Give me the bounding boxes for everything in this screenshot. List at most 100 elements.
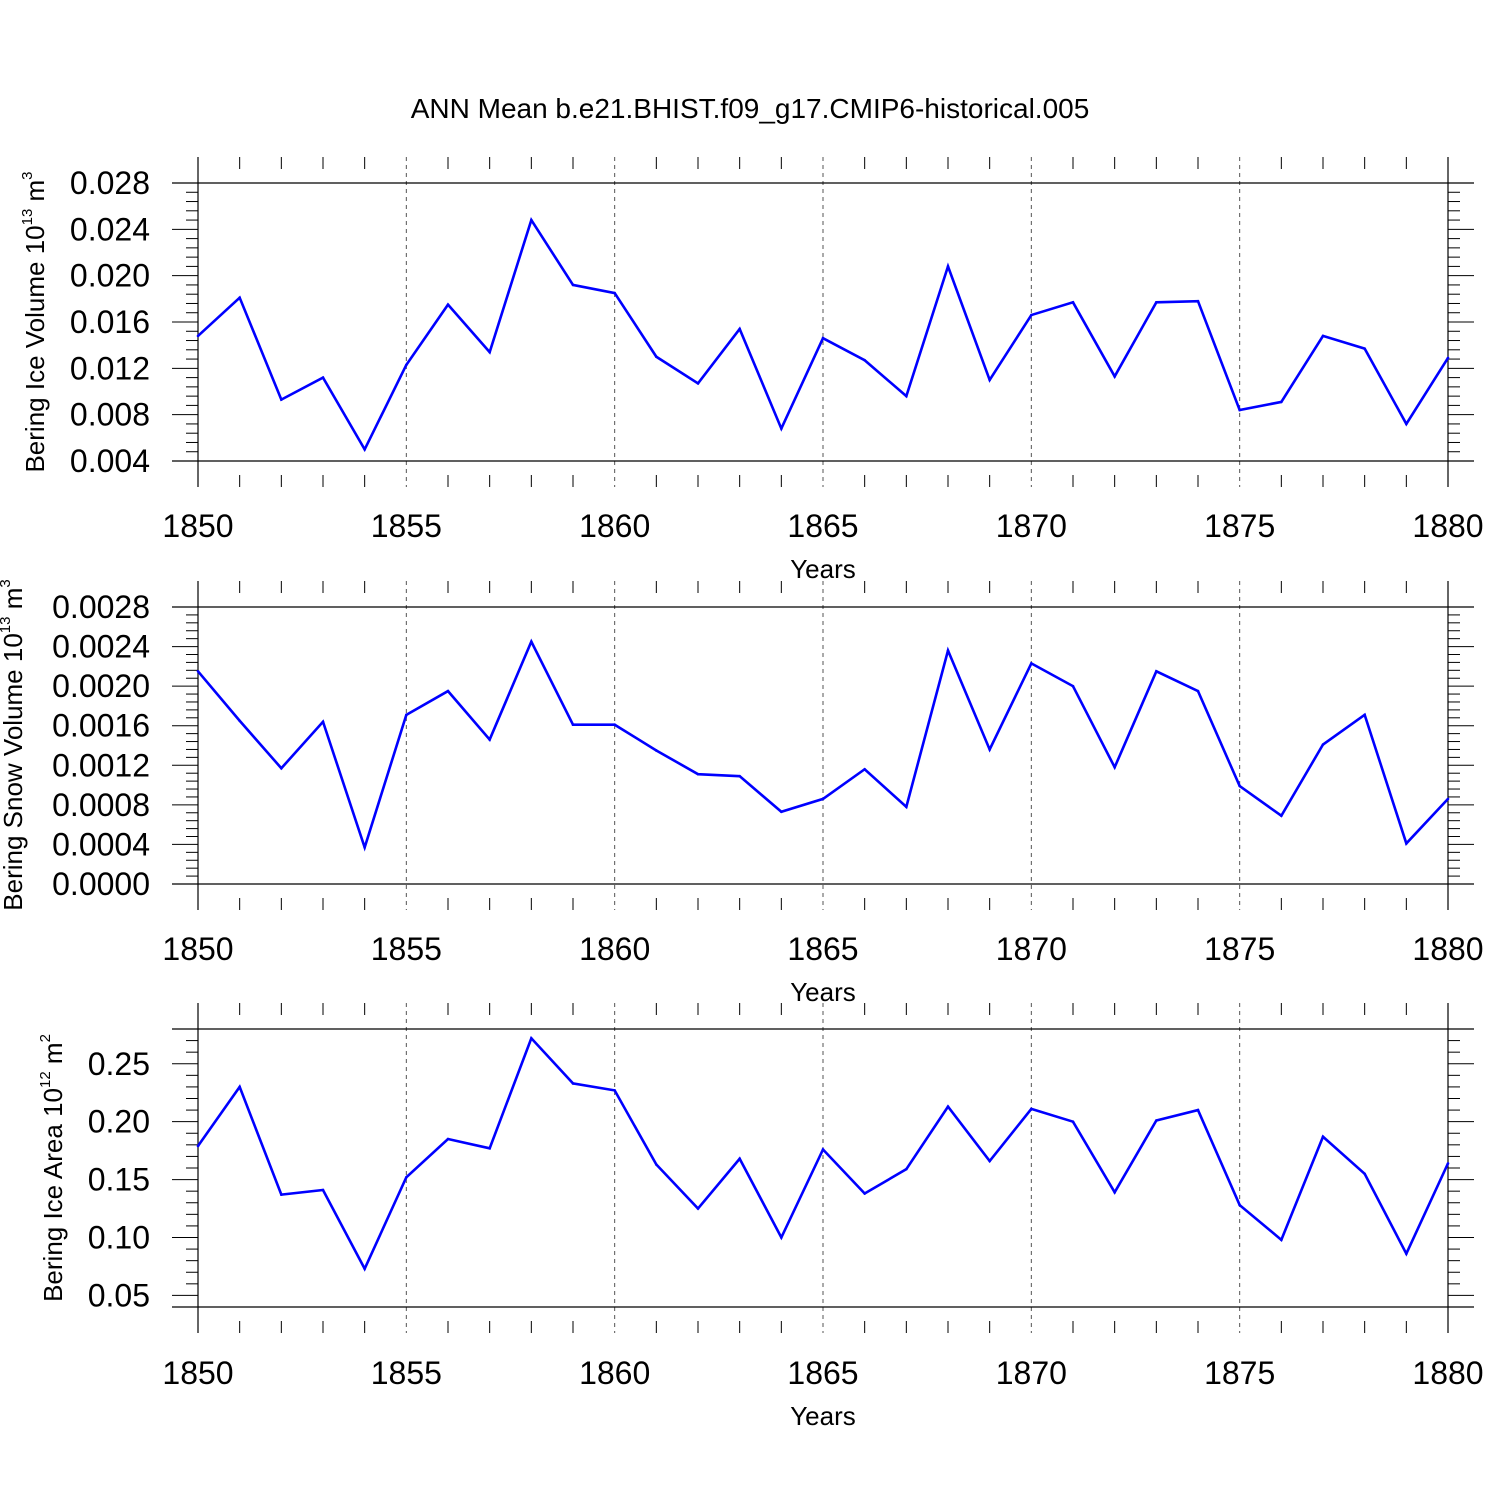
data-point: [1363, 347, 1366, 350]
y-tick-label: 0.10: [88, 1220, 150, 1256]
data-point: [280, 766, 283, 770]
data-point: [1155, 301, 1158, 304]
data-point: [1030, 313, 1033, 317]
y-axis-label-unit: m: [38, 1042, 68, 1071]
data-point: [405, 363, 408, 367]
data-point: [1071, 684, 1075, 688]
data-point: [1321, 743, 1325, 746]
x-tick-label: 1865: [787, 931, 858, 967]
data-point: [446, 303, 450, 306]
data-point: [1155, 1119, 1158, 1122]
data-point: [988, 1159, 991, 1163]
x-tick-label: 1860: [579, 931, 650, 967]
data-point: [1030, 1107, 1033, 1111]
y-axis-label-unit-exp: 3: [0, 579, 14, 587]
data-point: [905, 1167, 908, 1171]
data-point: [488, 1147, 491, 1150]
y-tick-label: 0.15: [88, 1162, 150, 1198]
x-tick-label: 1880: [1412, 1355, 1483, 1391]
data-point: [1363, 1172, 1366, 1176]
data-point: [1113, 1191, 1116, 1194]
x-tick-label: 1855: [371, 931, 442, 967]
data-point: [613, 1089, 616, 1092]
data-point: [363, 1267, 366, 1271]
data-point: [863, 767, 866, 771]
data-point: [696, 772, 700, 776]
x-axis-label: Years: [790, 977, 856, 1007]
data-point: [1405, 422, 1408, 426]
data-point: [488, 350, 491, 354]
y-axis-label-unit: m: [0, 588, 28, 617]
data-point: [571, 723, 575, 727]
y-axis-label-main: Bering Snow Volume 10: [0, 633, 28, 911]
data-point: [1405, 842, 1408, 845]
data-point: [571, 283, 575, 287]
data-point: [946, 1105, 950, 1108]
data-point: [905, 805, 908, 809]
data-point: [1071, 1120, 1075, 1123]
y-tick-label: 0.0000: [52, 866, 150, 902]
data-point: [863, 1192, 866, 1195]
x-tick-label: 1850: [162, 931, 233, 967]
x-tick-label: 1875: [1204, 508, 1275, 544]
data-point: [530, 218, 533, 222]
panel-2: 0.00000.00040.00080.00120.00160.00200.00…: [0, 579, 1484, 1007]
y-axis-label: Bering Ice Area 1012 m2: [37, 1034, 68, 1302]
data-point: [280, 398, 283, 401]
data-point: [1446, 1162, 1450, 1165]
data-point: [196, 670, 200, 673]
x-tick-label: 1875: [1204, 931, 1275, 967]
y-tick-label: 0.0028: [52, 589, 150, 625]
data-point: [1155, 670, 1158, 673]
y-axis-label-unit-exp: 3: [19, 171, 36, 179]
x-tick-label: 1860: [579, 1355, 650, 1391]
x-tick-label: 1880: [1412, 508, 1483, 544]
data-point: [821, 1148, 825, 1151]
data-point: [363, 846, 366, 849]
data-point: [780, 810, 783, 814]
y-axis-label-exp: 12: [37, 1071, 54, 1088]
x-tick-label: 1875: [1204, 1355, 1275, 1391]
data-point: [1405, 1252, 1408, 1256]
y-tick-label: 0.20: [88, 1104, 150, 1140]
x-tick-label: 1855: [371, 508, 442, 544]
panel-3: 0.05 0.10 0.15 0.20 0.25 1850 1855 1860 1865 1870…: [37, 1003, 1484, 1431]
y-axis-label-main: Bering Ice Volume 10: [20, 225, 50, 472]
data-point: [405, 1175, 408, 1179]
data-point: [738, 1157, 741, 1161]
x-tick-label: 1880: [1412, 931, 1483, 967]
data-point: [613, 723, 616, 727]
x-tick-label: 1860: [579, 508, 650, 544]
x-tick-label: 1870: [996, 931, 1067, 967]
y-tick-label: 0.004: [70, 443, 150, 479]
data-point: [571, 1082, 575, 1085]
data-point: [1280, 400, 1283, 404]
data-point: [1196, 299, 1200, 303]
y-axis-label-exp: 13: [19, 209, 36, 226]
data-point: [1238, 1203, 1241, 1207]
y-axis-label: Bering Snow Volume 1013 m3: [0, 579, 28, 910]
data-point: [655, 1163, 658, 1166]
data-point: [446, 1137, 450, 1141]
data-point: [321, 1188, 325, 1192]
x-tick-label: 1850: [162, 1355, 233, 1391]
data-point: [1071, 301, 1075, 304]
data-point: [988, 748, 991, 751]
data-point: [238, 1085, 241, 1089]
y-axis-label-main: Bering Ice Area 10: [38, 1088, 68, 1302]
data-point: [196, 1144, 200, 1148]
y-tick-label: 0.016: [70, 304, 150, 340]
x-tick-label: 1855: [371, 1355, 442, 1391]
y-tick-label: 0.012: [70, 350, 150, 386]
data-point: [738, 774, 741, 778]
chart-title: ANN Mean b.e21.BHIST.f09_g17.CMIP6-histo…: [411, 93, 1090, 124]
data-point: [988, 378, 991, 382]
data-point: [655, 355, 658, 359]
data-point: [1030, 662, 1033, 665]
x-axis-label: Years: [790, 1401, 856, 1431]
data-point: [1321, 334, 1325, 338]
y-tick-label: 0.028: [70, 165, 150, 201]
data-point: [655, 749, 658, 752]
x-tick-label: 1870: [996, 508, 1067, 544]
data-point: [905, 394, 908, 398]
